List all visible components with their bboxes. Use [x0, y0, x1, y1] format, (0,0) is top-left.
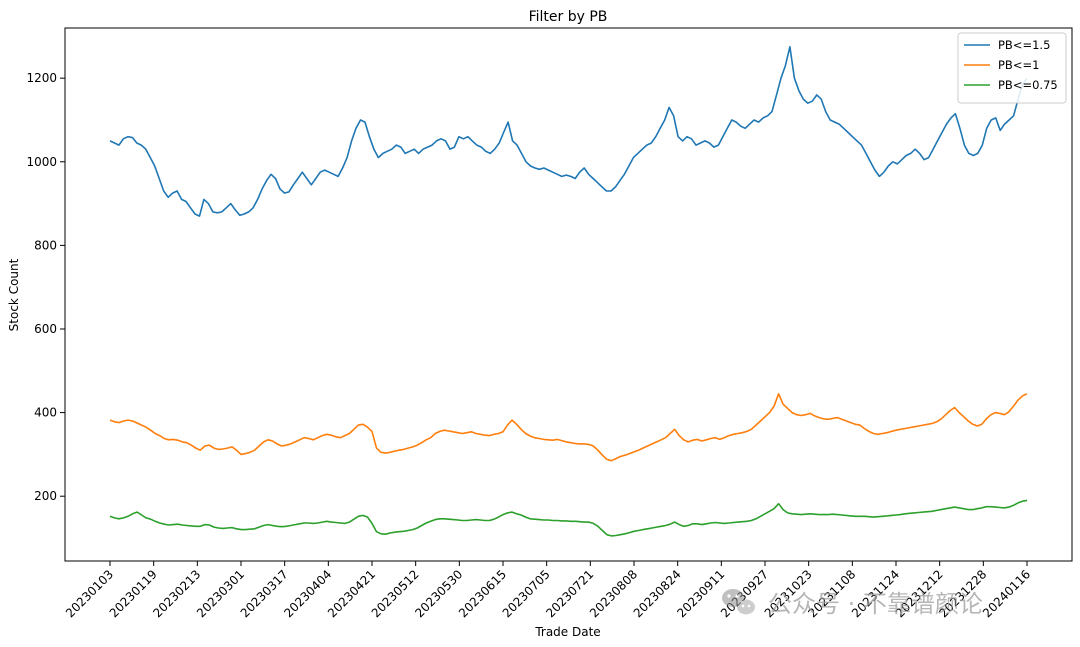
wechat-icon — [722, 589, 755, 615]
y-tick-label: 1000 — [26, 155, 57, 169]
series-line-1 — [109, 45, 1028, 217]
y-tick-label: 1200 — [26, 71, 57, 85]
y-tick-label: 800 — [34, 238, 57, 252]
y-axis: 200 400 600 800 1000 1200 — [26, 71, 65, 503]
series-line-3 — [109, 499, 1028, 537]
plot-area — [109, 45, 1028, 537]
chart-title: Filter by PB — [529, 9, 608, 25]
axes-frame — [64, 27, 1073, 562]
legend-label-2: PB<=1 — [998, 58, 1039, 72]
legend-label-1: PB<=1.5 — [998, 38, 1050, 52]
y-tick-label: 200 — [34, 489, 57, 503]
watermark-label: 公众号 · 不靠谱颜论 — [768, 590, 983, 618]
legend[interactable]: PB<=1.5 PB<=1 PB<=0.75 — [957, 32, 1067, 104]
y-tick-label: 600 — [34, 322, 57, 336]
y-tick-label: 400 — [34, 406, 57, 420]
x-axis-title: Trade Date — [534, 625, 600, 639]
series-line-2 — [109, 392, 1028, 462]
watermark: 公众号 · 不靠谱颜论 — [722, 589, 983, 618]
y-axis-title: Stock Count — [7, 258, 21, 331]
legend-label-3: PB<=0.75 — [998, 78, 1058, 92]
